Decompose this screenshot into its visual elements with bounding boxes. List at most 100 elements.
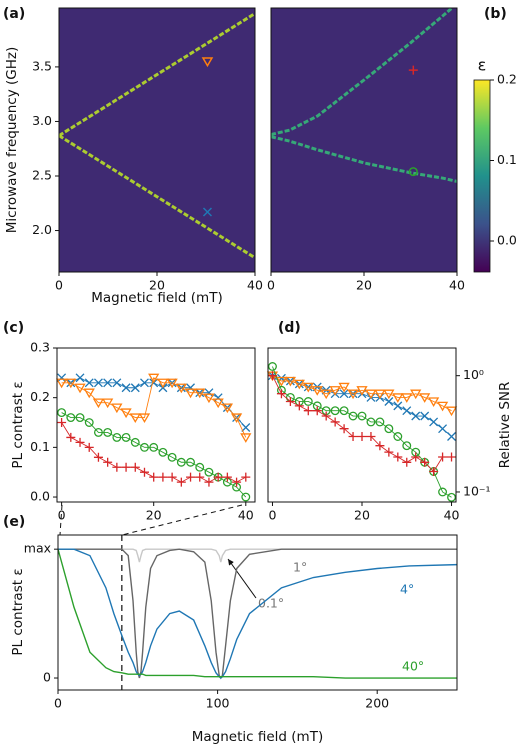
marker <box>74 383 86 394</box>
x-tick-label: 40 <box>444 508 460 523</box>
marker <box>356 386 368 396</box>
marker <box>284 376 297 387</box>
y-tick-label: max <box>24 541 51 556</box>
marker <box>121 462 131 472</box>
marker <box>66 413 76 422</box>
marker <box>103 378 113 388</box>
resonance-line <box>271 8 455 137</box>
marker <box>75 373 85 383</box>
marker <box>92 398 105 409</box>
marker <box>57 373 67 383</box>
marker <box>410 389 422 400</box>
marker <box>176 477 186 487</box>
marker <box>427 397 440 407</box>
marker <box>130 383 140 393</box>
marker <box>103 457 113 467</box>
marker <box>275 376 288 387</box>
marker <box>402 441 412 451</box>
marker <box>419 393 431 403</box>
heatmap-background <box>59 8 255 272</box>
marker <box>75 437 85 447</box>
x-tick-label: 40 <box>449 278 465 293</box>
y-tick-label: 10⁰ <box>463 367 484 382</box>
marker <box>276 389 286 399</box>
marker <box>167 472 177 482</box>
marker <box>411 452 421 462</box>
x-tick-label: 0 <box>55 278 63 293</box>
panel-label: (d) <box>278 320 301 336</box>
marker <box>393 401 403 411</box>
marker <box>348 411 358 421</box>
marker <box>84 442 94 452</box>
marker <box>149 472 159 482</box>
marker <box>329 386 341 396</box>
marker <box>241 472 251 482</box>
marker <box>393 452 403 462</box>
marker <box>339 406 349 416</box>
marker <box>112 462 122 472</box>
marker <box>402 406 412 416</box>
marker <box>221 403 234 414</box>
marker <box>429 466 439 476</box>
marker <box>366 431 376 441</box>
y-axis-label: PL contrast ε <box>10 568 26 655</box>
series-label: 40° <box>402 659 424 674</box>
marker <box>241 492 251 502</box>
x-axis-label: Magnetic field (mT) <box>192 729 323 745</box>
marker <box>330 417 340 427</box>
x-tick-label: 40 <box>247 278 263 293</box>
marker <box>267 371 277 381</box>
y-tick-label: 0.0 <box>30 489 50 504</box>
marker <box>194 388 206 399</box>
resonance-line <box>271 135 457 183</box>
marker <box>204 467 214 477</box>
marker <box>268 362 277 371</box>
marker <box>158 447 168 457</box>
x-tick-label: 0 <box>54 696 62 711</box>
marker <box>93 378 103 388</box>
marker <box>302 382 314 393</box>
y-tick-label: 3.0 <box>32 113 52 128</box>
marker <box>294 401 304 411</box>
marker <box>112 378 122 388</box>
marker <box>339 389 349 399</box>
marker <box>420 411 430 421</box>
x-tick-label: 0 <box>268 508 276 523</box>
marker <box>157 378 169 389</box>
x-tick-label: 0 <box>267 278 275 293</box>
marker <box>321 411 331 421</box>
colorbar-tick-label: 0.1 <box>497 152 517 167</box>
panel-label: (e) <box>3 514 25 530</box>
marker <box>195 472 205 482</box>
marker <box>392 393 404 403</box>
marker <box>402 457 412 467</box>
marker <box>232 477 242 487</box>
y-axis-label: Relative SNR <box>497 382 513 469</box>
series-label: 4° <box>400 582 414 597</box>
marker <box>93 452 103 462</box>
series-line <box>272 366 452 498</box>
series-line <box>58 548 457 679</box>
marker <box>204 388 214 398</box>
marker <box>411 411 421 421</box>
marker <box>230 413 243 424</box>
y-axis-label: PL contrast ε <box>10 381 26 468</box>
marker <box>184 388 197 399</box>
marker <box>374 389 386 400</box>
colorbar <box>473 79 491 273</box>
series-line <box>58 548 457 679</box>
marker <box>285 396 295 406</box>
y-tick-label: 2.5 <box>32 168 52 183</box>
marker <box>148 373 160 384</box>
marker <box>186 472 196 482</box>
resonance-line <box>59 12 255 137</box>
y-axis-label: Microwave frequency (GHz) <box>4 47 20 233</box>
marker <box>447 432 456 441</box>
panel-label: (a) <box>3 6 25 22</box>
marker <box>393 432 403 441</box>
marker <box>84 378 94 388</box>
x-tick-label: 100 <box>206 696 230 711</box>
marker <box>186 457 195 467</box>
y-tick-label: 0 <box>43 670 51 685</box>
